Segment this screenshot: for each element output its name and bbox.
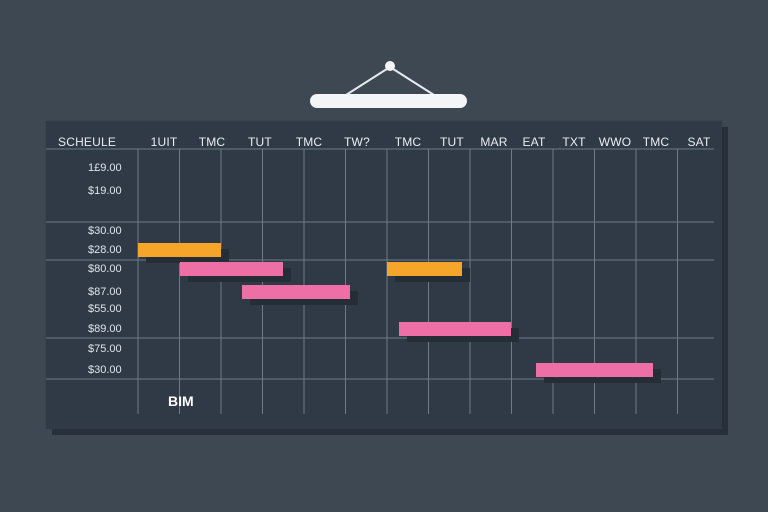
row-label: $75.00 bbox=[88, 343, 122, 355]
footer-label: BIM bbox=[168, 393, 194, 409]
row-label: $28.00 bbox=[88, 244, 122, 256]
schedule-bar-orange[interactable] bbox=[387, 262, 470, 282]
row-label: $30.00 bbox=[88, 225, 122, 237]
row-label: $55.00 bbox=[88, 303, 122, 315]
row-label: $89.00 bbox=[88, 323, 122, 335]
bar-fill bbox=[241, 285, 350, 299]
column-header: TMC bbox=[642, 135, 670, 149]
schedule-bar-pink[interactable] bbox=[536, 363, 661, 383]
row-label: 1£9.00 bbox=[88, 162, 122, 174]
column-header: TMC bbox=[394, 135, 422, 149]
schedule-corner-label: SCHEULE bbox=[58, 135, 117, 149]
schedule-bar-orange[interactable] bbox=[138, 243, 229, 263]
column-header: EAT bbox=[522, 135, 546, 149]
column-header: 1UIT bbox=[150, 135, 178, 149]
row-label: $30.00 bbox=[88, 364, 122, 376]
column-header: TMC bbox=[198, 135, 226, 149]
row-label: $19.00 bbox=[88, 185, 122, 197]
schedule-board: SCHEULE 1UIT TMC TUT TMC TW? TMC TUT MAR EAT TXT WW… bbox=[46, 121, 722, 429]
column-header: MAR bbox=[480, 135, 508, 149]
column-header: TUT bbox=[440, 135, 464, 149]
bar-fill bbox=[536, 363, 653, 377]
column-header: SAT bbox=[687, 135, 711, 149]
column-header: TXT bbox=[562, 135, 586, 149]
row-label: $80.00 bbox=[88, 263, 122, 275]
bar-fill bbox=[399, 322, 512, 336]
row-label: $87.00 bbox=[88, 286, 122, 298]
schedule-bar-pink[interactable] bbox=[241, 285, 358, 305]
board-hanger bbox=[310, 61, 467, 108]
schedule-bar-pink[interactable] bbox=[179, 262, 292, 282]
bar-fill bbox=[138, 243, 221, 257]
column-header: WWO bbox=[598, 135, 632, 149]
column-header: TUT bbox=[248, 135, 272, 149]
bar-fill bbox=[179, 262, 284, 276]
column-header: TW? bbox=[344, 135, 370, 149]
column-header: TMC bbox=[295, 135, 323, 149]
schedule-bar-pink[interactable] bbox=[399, 322, 520, 342]
bar-fill bbox=[387, 262, 462, 276]
